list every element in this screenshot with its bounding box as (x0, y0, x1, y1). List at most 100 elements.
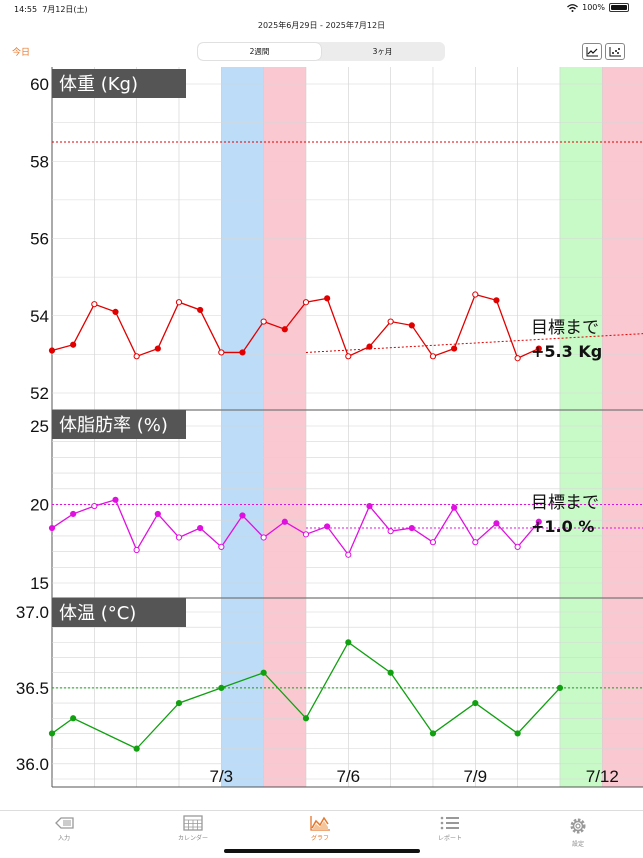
battery-icon (609, 3, 629, 12)
line-chart-button[interactable] (582, 43, 602, 60)
home-indicator (224, 849, 420, 853)
data-point (70, 510, 77, 518)
x-tick-label: 7/9 (463, 767, 487, 786)
data-point (472, 539, 479, 546)
today-button[interactable]: 今日 (12, 48, 31, 58)
tab-input[interactable]: 入力 (24, 815, 104, 842)
goal-annotation: 目標まで (531, 318, 599, 338)
status-time: 14:55 7月12日(土) (14, 5, 88, 14)
highlight-band-3 (602, 67, 643, 787)
x-tick-label: 7/6 (336, 767, 360, 786)
data-point (260, 534, 267, 541)
data-point (218, 349, 225, 356)
data-point (472, 291, 479, 298)
data-point (345, 551, 352, 558)
goal-annotation: 目標まで (531, 493, 599, 513)
data-point (70, 341, 77, 348)
data-point (387, 669, 394, 676)
status-bar: 14:55 7月12日(土) 100% (0, 0, 643, 16)
date-range: 2025年6月29日 - 2025年7月12日 (257, 21, 386, 30)
data-point (112, 496, 119, 503)
segment-3-months[interactable]: 3ヶ月 (372, 47, 393, 56)
calendar-icon (183, 815, 203, 831)
panel-body-fat: 15 20 25 体脂肪率 (%) 目標まで +1.0 % (30, 409, 643, 593)
period-segmented-control: 2週間 3ヶ月 (197, 42, 445, 61)
data-point (556, 684, 564, 692)
y-tick-label: 15 (30, 574, 49, 593)
data-point (493, 520, 500, 527)
data-point (429, 353, 437, 360)
y-tick-label: 37.0 (16, 603, 49, 622)
series-line (51, 499, 540, 557)
scatter-chart-button[interactable] (605, 43, 625, 60)
trend-line (305, 333, 643, 353)
data-point (366, 502, 373, 510)
panel-title: 体重 (Kg) (59, 74, 138, 95)
highlight-bands (221, 67, 643, 787)
y-tick-label: 52 (30, 384, 49, 403)
data-point (91, 301, 98, 308)
data-point (175, 534, 183, 541)
wifi-icon (567, 3, 579, 12)
battery-percent: 100% (582, 3, 605, 12)
status-right: 100% (567, 3, 629, 12)
y-tick-label: 20 (30, 496, 49, 515)
data-point (218, 543, 225, 550)
graph-type-buttons (582, 43, 625, 60)
data-point (112, 308, 119, 315)
health-chart: 52 54 56 58 60 体重 (Kg) 目標まで +5.3 Kg 15 20 25 体脂肪率 (… (16, 67, 643, 788)
data-point (493, 297, 500, 304)
tab-graph[interactable]: グラフ (280, 815, 360, 842)
data-point (302, 299, 310, 306)
data-point (48, 730, 56, 737)
data-point (218, 684, 225, 692)
panel-weight: 52 54 56 58 60 体重 (Kg) 目標まで +5.3 Kg (30, 69, 643, 403)
tab-calendar[interactable]: カレンダー (153, 815, 233, 842)
panel-title-box (52, 410, 186, 439)
gear-icon (570, 818, 586, 834)
data-point (387, 528, 394, 535)
panel-title: 体脂肪率 (%) (59, 415, 168, 436)
data-point (260, 669, 267, 676)
data-point (239, 512, 246, 519)
data-point (408, 322, 415, 329)
tab-report[interactable]: レポート (410, 815, 490, 842)
data-point (197, 306, 204, 314)
data-point (48, 524, 56, 532)
data-point (472, 699, 479, 707)
data-point (91, 502, 98, 510)
data-point (387, 318, 394, 325)
data-point (345, 353, 352, 360)
y-tick-label: 54 (30, 307, 49, 326)
data-point (175, 299, 183, 306)
panel-title: 体温 (°C) (59, 603, 136, 624)
goal-annotation: +5.3 Kg (531, 342, 602, 361)
y-tick-label: 58 (30, 152, 49, 171)
y-tick-label: 36.0 (16, 755, 49, 774)
data-point (429, 730, 437, 737)
tab-settings[interactable]: 設定 (538, 815, 618, 848)
highlight-band-0 (221, 67, 264, 787)
panel-temperature: 36.0 36.5 37.0 体温 (°C) (16, 597, 643, 780)
panel-title-box (52, 69, 186, 98)
data-point (281, 326, 288, 333)
data-point (324, 523, 331, 530)
highlight-band-1 (263, 67, 306, 787)
data-point (514, 355, 521, 362)
y-tick-label: 36.5 (16, 679, 49, 698)
x-tick-label: 7/12 (586, 767, 619, 786)
data-point (514, 543, 521, 550)
chart-panels: 52 54 56 58 60 体重 (Kg) 目標まで +5.3 Kg 15 20 25 体脂肪率 (… (16, 69, 643, 780)
data-point (239, 349, 246, 356)
data-point (366, 343, 373, 350)
data-point (133, 353, 140, 360)
report-icon (440, 816, 459, 830)
segment-2-weeks[interactable]: 2週間 (198, 43, 321, 60)
data-point (70, 715, 77, 722)
data-point (175, 699, 183, 707)
x-axis-labels: 7/3 7/6 7/9 7/12 (209, 767, 618, 786)
x-tick-label: 7/3 (209, 767, 233, 786)
data-point (260, 318, 267, 325)
data-point (133, 546, 140, 554)
data-point (535, 518, 542, 525)
